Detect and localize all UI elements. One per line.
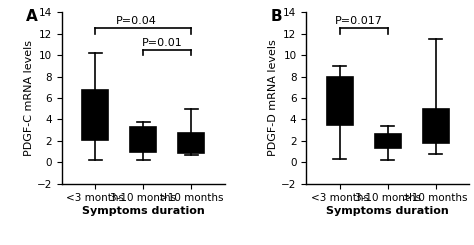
Text: P=0.04: P=0.04 — [116, 16, 156, 26]
Text: P=0.017: P=0.017 — [335, 16, 383, 26]
PathPatch shape — [178, 133, 204, 153]
Text: A: A — [26, 9, 37, 24]
X-axis label: Symptoms duration: Symptoms duration — [82, 206, 204, 216]
PathPatch shape — [374, 135, 401, 148]
Text: P=0.01: P=0.01 — [142, 38, 182, 48]
PathPatch shape — [422, 109, 449, 143]
PathPatch shape — [327, 76, 353, 125]
PathPatch shape — [130, 127, 156, 152]
Text: B: B — [270, 9, 282, 24]
X-axis label: Symptoms duration: Symptoms duration — [327, 206, 449, 216]
PathPatch shape — [82, 90, 109, 140]
Y-axis label: PDGF-D mRNA levels: PDGF-D mRNA levels — [268, 40, 278, 156]
Y-axis label: PDGF-C mRNA levels: PDGF-C mRNA levels — [24, 40, 34, 156]
